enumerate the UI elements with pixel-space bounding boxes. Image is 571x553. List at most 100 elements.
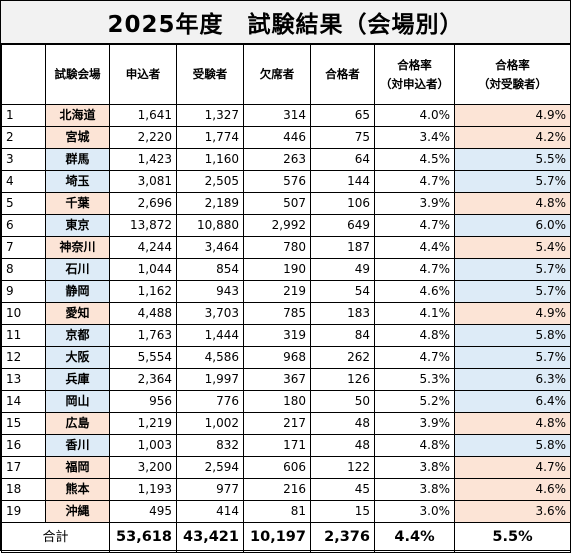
rate-examinees: 5.5% xyxy=(454,148,571,171)
examinees-count: 3,703 xyxy=(176,302,244,325)
venue-name: 香川 xyxy=(45,434,110,457)
examinees-count: 1,160 xyxy=(176,148,244,171)
venue-name: 埼玉 xyxy=(45,170,110,193)
applicants-count: 4,244 xyxy=(109,236,177,259)
venue-name: 大阪 xyxy=(45,346,110,369)
row-number: 3 xyxy=(1,148,46,171)
venue-name: 岡山 xyxy=(45,390,110,413)
rate-examinees: 5.7% xyxy=(454,346,571,369)
absentees-count: 314 xyxy=(243,104,311,127)
rate-applicants: 4.7% xyxy=(374,346,455,369)
absentees-count: 81 xyxy=(243,500,311,523)
table-row: 8 石川 1,044 854 190 49 4.7% 5.7% xyxy=(1,258,571,281)
row-number: 12 xyxy=(1,346,46,369)
row-number: 2 xyxy=(1,126,46,149)
rate-examinees: 6.0% xyxy=(454,214,571,237)
rate-examinees: 5.4% xyxy=(454,236,571,259)
passers-count: 45 xyxy=(310,478,375,501)
table-row: 16 香川 1,003 832 171 48 4.8% 5.8% xyxy=(1,434,571,457)
header-rate-applicants-line2: （対申込者） xyxy=(380,76,449,91)
examinees-count: 977 xyxy=(176,478,244,501)
examinees-count: 414 xyxy=(176,500,244,523)
table-row: 6 東京 13,872 10,880 2,992 649 4.7% 6.0% xyxy=(1,214,571,237)
total-rate-examinees: 5.5% xyxy=(454,522,571,553)
passers-count: 54 xyxy=(310,280,375,303)
applicants-count: 1,003 xyxy=(109,434,177,457)
header-rate-applicants: 合格率 （対申込者） xyxy=(374,44,455,105)
total-rate-applicants: 4.4% xyxy=(374,522,455,553)
passers-count: 106 xyxy=(310,192,375,215)
rate-applicants: 4.5% xyxy=(374,148,455,171)
passers-count: 48 xyxy=(310,412,375,435)
applicants-count: 1,641 xyxy=(109,104,177,127)
header-rate-examinees-line2: （対受験者） xyxy=(478,76,547,91)
passers-count: 126 xyxy=(310,368,375,391)
total-row: 合計 53,618 43,421 10,197 2,376 4.4% 5.5% xyxy=(1,522,571,553)
rate-applicants: 4.6% xyxy=(374,280,455,303)
venue-name: 千葉 xyxy=(45,192,110,215)
page-title: 2025年度 試験結果（会場別） xyxy=(1,1,570,44)
passers-count: 649 xyxy=(310,214,375,237)
header-applicants: 申込者 xyxy=(109,44,177,105)
examinees-count: 10,880 xyxy=(176,214,244,237)
header-passers: 合格者 xyxy=(310,44,375,105)
table-row: 3 群馬 1,423 1,160 263 64 4.5% 5.5% xyxy=(1,148,571,171)
examinees-count: 2,505 xyxy=(176,170,244,193)
absentees-count: 190 xyxy=(243,258,311,281)
table-row: 13 兵庫 2,364 1,997 367 126 5.3% 6.3% xyxy=(1,368,571,391)
header-row: 試験会場 申込者 受験者 欠席者 合格者 合格率 （対申込者） 合格率 （対受験… xyxy=(1,44,571,105)
applicants-count: 3,081 xyxy=(109,170,177,193)
applicants-count: 1,162 xyxy=(109,280,177,303)
venue-name: 福岡 xyxy=(45,456,110,479)
table-row: 17 福岡 3,200 2,594 606 122 3.8% 4.7% xyxy=(1,456,571,479)
absentees-count: 968 xyxy=(243,346,311,369)
absentees-count: 180 xyxy=(243,390,311,413)
examinees-count: 1,002 xyxy=(176,412,244,435)
row-number: 9 xyxy=(1,280,46,303)
table-row: 15 広島 1,219 1,002 217 48 3.9% 4.8% xyxy=(1,412,571,435)
absentees-count: 171 xyxy=(243,434,311,457)
examinees-count: 854 xyxy=(176,258,244,281)
row-number: 4 xyxy=(1,170,46,193)
rate-examinees: 4.7% xyxy=(454,456,571,479)
applicants-count: 1,763 xyxy=(109,324,177,347)
rate-examinees: 4.8% xyxy=(454,412,571,435)
applicants-count: 495 xyxy=(109,500,177,523)
venue-name: 熊本 xyxy=(45,478,110,501)
table-row: 11 京都 1,763 1,444 319 84 4.8% 5.8% xyxy=(1,324,571,347)
total-passers: 2,376 xyxy=(310,522,375,553)
table-row: 7 神奈川 4,244 3,464 780 187 4.4% 5.4% xyxy=(1,236,571,259)
table-row: 4 埼玉 3,081 2,505 576 144 4.7% 5.7% xyxy=(1,170,571,193)
header-absentees: 欠席者 xyxy=(243,44,311,105)
examinees-count: 2,594 xyxy=(176,456,244,479)
venue-name: 石川 xyxy=(45,258,110,281)
passers-count: 48 xyxy=(310,434,375,457)
row-number: 18 xyxy=(1,478,46,501)
absentees-count: 263 xyxy=(243,148,311,171)
rate-examinees: 4.9% xyxy=(454,104,571,127)
rate-applicants: 4.7% xyxy=(374,214,455,237)
table-row: 2 宮城 2,220 1,774 446 75 3.4% 4.2% xyxy=(1,126,571,149)
row-number: 1 xyxy=(1,104,46,127)
header-venue: 試験会場 xyxy=(45,44,110,105)
rate-examinees: 5.7% xyxy=(454,170,571,193)
applicants-count: 1,193 xyxy=(109,478,177,501)
examinees-count: 1,997 xyxy=(176,368,244,391)
absentees-count: 576 xyxy=(243,170,311,193)
venue-name: 兵庫 xyxy=(45,368,110,391)
header-no xyxy=(1,44,46,105)
rate-applicants: 4.8% xyxy=(374,324,455,347)
applicants-count: 2,220 xyxy=(109,126,177,149)
absentees-count: 319 xyxy=(243,324,311,347)
applicants-count: 4,488 xyxy=(109,302,177,325)
passers-count: 122 xyxy=(310,456,375,479)
venue-name: 北海道 xyxy=(45,104,110,127)
table-row: 5 千葉 2,696 2,189 507 106 3.9% 4.8% xyxy=(1,192,571,215)
examinees-count: 1,327 xyxy=(176,104,244,127)
examinees-count: 2,189 xyxy=(176,192,244,215)
rate-examinees: 5.8% xyxy=(454,324,571,347)
passers-count: 65 xyxy=(310,104,375,127)
applicants-count: 3,200 xyxy=(109,456,177,479)
table-row: 18 熊本 1,193 977 216 45 3.8% 4.6% xyxy=(1,478,571,501)
rate-examinees: 4.2% xyxy=(454,126,571,149)
